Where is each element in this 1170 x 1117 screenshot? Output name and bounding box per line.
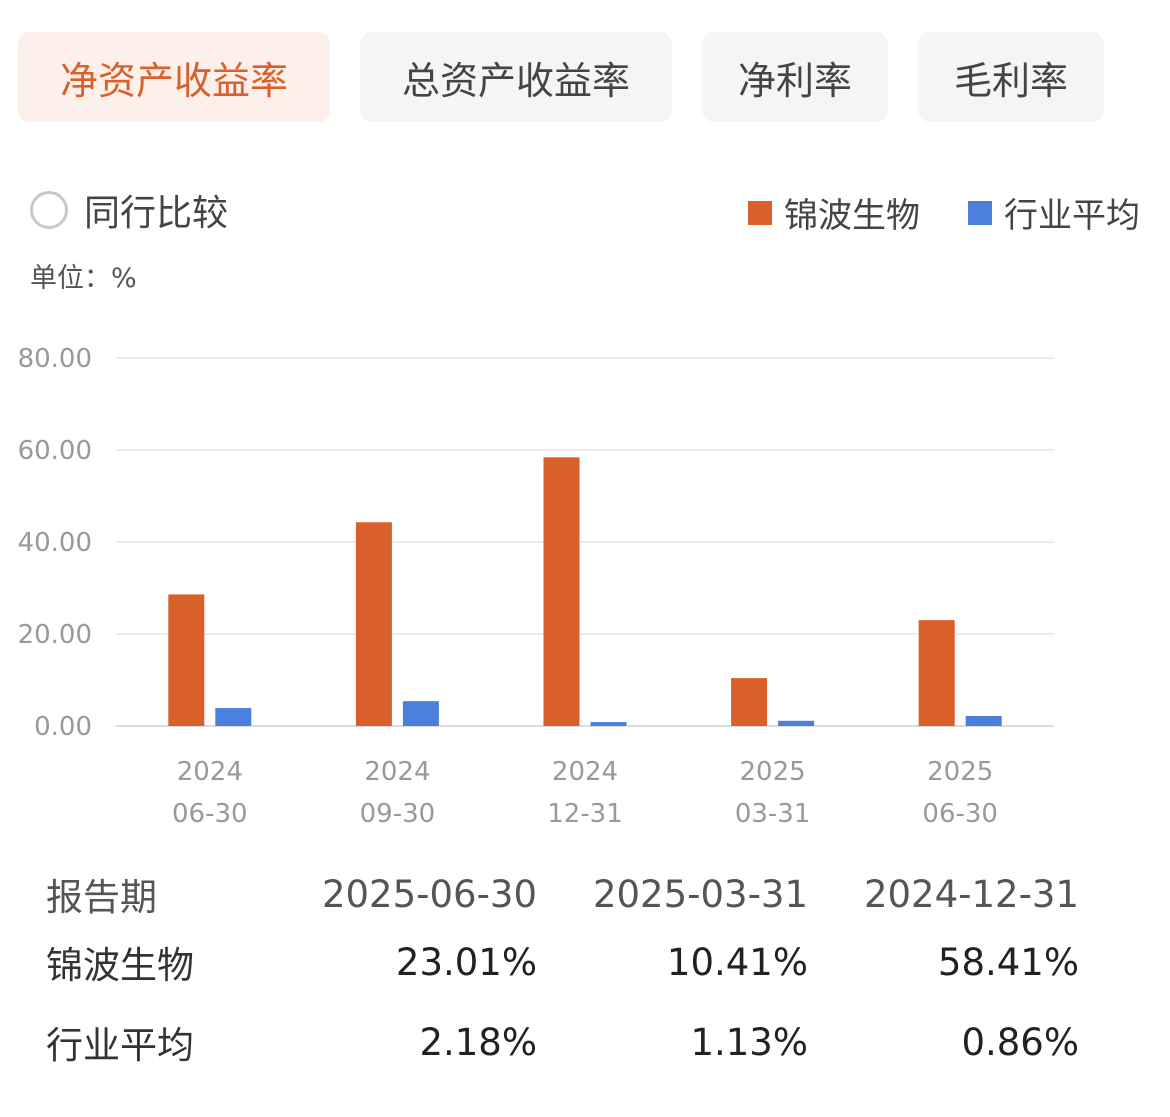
table-row-label: 行业平均 xyxy=(46,1024,194,1067)
table-cell: 2.18% xyxy=(419,1020,537,1064)
x-tick-label: 06-30 xyxy=(922,799,998,829)
unit-label: 单位：% xyxy=(30,263,137,294)
tab-gross-margin[interactable]: 毛利率 xyxy=(918,32,1104,122)
table-cell: 1.13% xyxy=(690,1020,808,1064)
peer-compare-toggle[interactable]: 同行比较 xyxy=(30,184,228,236)
tab-roe[interactable]: 净资产收益率 xyxy=(18,32,330,122)
bar-company[interactable] xyxy=(918,620,955,726)
y-tick-label: 80.00 xyxy=(18,344,92,374)
legend-item-company: 锦波生物 xyxy=(748,188,920,237)
x-tick-label: 2025 xyxy=(927,757,993,787)
y-tick-label: 0.00 xyxy=(34,712,92,742)
table-row-label: 锦波生物 xyxy=(46,944,194,987)
legend-item-industry: 行业平均 xyxy=(968,188,1140,237)
legend-label-company: 锦波生物 xyxy=(784,196,920,236)
bar-industry[interactable] xyxy=(778,720,815,726)
y-tick-label: 20.00 xyxy=(18,620,92,650)
table-header-label: 报告期 xyxy=(46,876,157,919)
table-cell: 0.86% xyxy=(961,1020,1079,1064)
tab-net-margin[interactable]: 净利率 xyxy=(702,32,888,122)
bar-company[interactable] xyxy=(168,594,205,726)
x-tick-label: 2024 xyxy=(364,757,430,787)
x-tick-label: 12-31 xyxy=(547,799,623,829)
peer-compare-label: 同行比较 xyxy=(84,193,229,234)
y-tick-label: 40.00 xyxy=(18,528,92,558)
table-period: 2025-03-31 xyxy=(592,872,808,916)
x-tick-label: 09-30 xyxy=(360,799,436,829)
metric-tabs: 净资产收益率 总资产收益率 净利率 毛利率 xyxy=(18,32,1104,122)
table-period: 2025-06-30 xyxy=(321,872,537,916)
bar-industry[interactable] xyxy=(965,715,1002,726)
y-tick-label: 60.00 xyxy=(18,436,92,466)
legend-swatch-company xyxy=(748,200,772,225)
bar-industry[interactable] xyxy=(402,701,439,726)
table-header-row: 报告期 2025-06-30 2025-03-31 2024-12-31 xyxy=(46,866,1080,922)
data-table: 报告期 2025-06-30 2025-03-31 2024-12-31 锦波生… xyxy=(46,866,1080,1082)
x-tick-label: 06-30 xyxy=(172,799,248,829)
bar-industry[interactable] xyxy=(215,708,252,726)
x-tick-label: 2024 xyxy=(552,757,618,787)
x-tick-label: 2024 xyxy=(177,757,243,787)
tab-roa[interactable]: 总资产收益率 xyxy=(360,32,672,122)
legend-swatch-industry xyxy=(968,200,992,225)
table-row: 锦波生物 23.01% 10.41% 58.41% xyxy=(46,922,1080,1002)
radio-icon[interactable] xyxy=(30,191,68,229)
x-tick-label: 2025 xyxy=(740,757,806,787)
bar-chart: 0.00 20.00 40.00 60.00 80.00 2024 06-30 2024 09-… xyxy=(18,344,1054,829)
table-cell: 10.41% xyxy=(666,940,808,984)
chart-legend: 锦波生物 行业平均 xyxy=(700,188,1140,237)
bar-company[interactable] xyxy=(355,522,392,726)
bar-company[interactable] xyxy=(543,457,580,726)
bar-company[interactable] xyxy=(731,678,768,726)
table-cell: 58.41% xyxy=(937,940,1079,984)
bar-industry[interactable] xyxy=(590,722,627,726)
legend-label-industry: 行业平均 xyxy=(1004,196,1140,236)
table-period: 2024-12-31 xyxy=(863,872,1079,916)
table-cell: 23.01% xyxy=(395,940,537,984)
x-tick-label: 03-31 xyxy=(735,799,811,829)
table-row: 行业平均 2.18% 1.13% 0.86% xyxy=(46,1002,1080,1082)
